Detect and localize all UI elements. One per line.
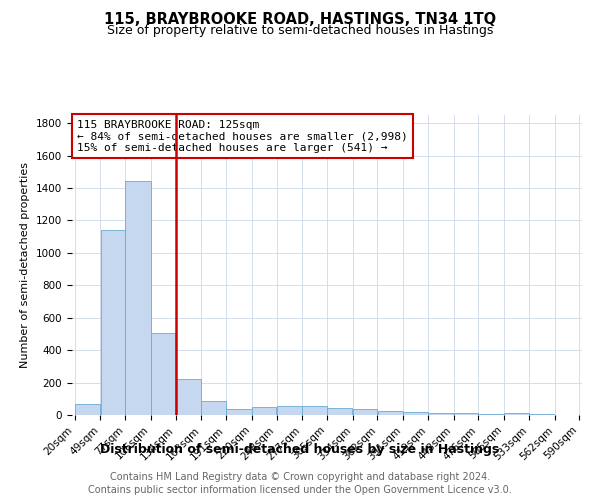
- Bar: [277, 406, 302, 415]
- Bar: [101, 230, 125, 415]
- Bar: [151, 334, 175, 415]
- Bar: [454, 413, 478, 415]
- Text: 115, BRAYBROOKE ROAD, HASTINGS, TN34 1TQ: 115, BRAYBROOKE ROAD, HASTINGS, TN34 1TQ: [104, 12, 496, 28]
- Bar: [125, 182, 151, 415]
- Bar: [479, 414, 504, 415]
- Text: Contains HM Land Registry data © Crown copyright and database right 2024.: Contains HM Land Registry data © Crown c…: [110, 472, 490, 482]
- Text: 115 BRAYBROOKE ROAD: 125sqm
← 84% of semi-detached houses are smaller (2,998)
15: 115 BRAYBROOKE ROAD: 125sqm ← 84% of sem…: [77, 120, 408, 152]
- Bar: [377, 411, 403, 415]
- Bar: [252, 407, 277, 415]
- Bar: [529, 414, 554, 415]
- Bar: [505, 414, 529, 415]
- Text: Contains public sector information licensed under the Open Government Licence v3: Contains public sector information licen…: [88, 485, 512, 495]
- Bar: [353, 409, 377, 415]
- Text: Distribution of semi-detached houses by size in Hastings: Distribution of semi-detached houses by …: [100, 442, 500, 456]
- Bar: [226, 408, 251, 415]
- Bar: [176, 380, 201, 415]
- Bar: [403, 412, 428, 415]
- Bar: [75, 404, 100, 415]
- Y-axis label: Number of semi-detached properties: Number of semi-detached properties: [20, 162, 31, 368]
- Bar: [428, 412, 454, 415]
- Bar: [327, 408, 352, 415]
- Bar: [202, 400, 226, 415]
- Text: Size of property relative to semi-detached houses in Hastings: Size of property relative to semi-detach…: [107, 24, 493, 37]
- Bar: [302, 406, 327, 415]
